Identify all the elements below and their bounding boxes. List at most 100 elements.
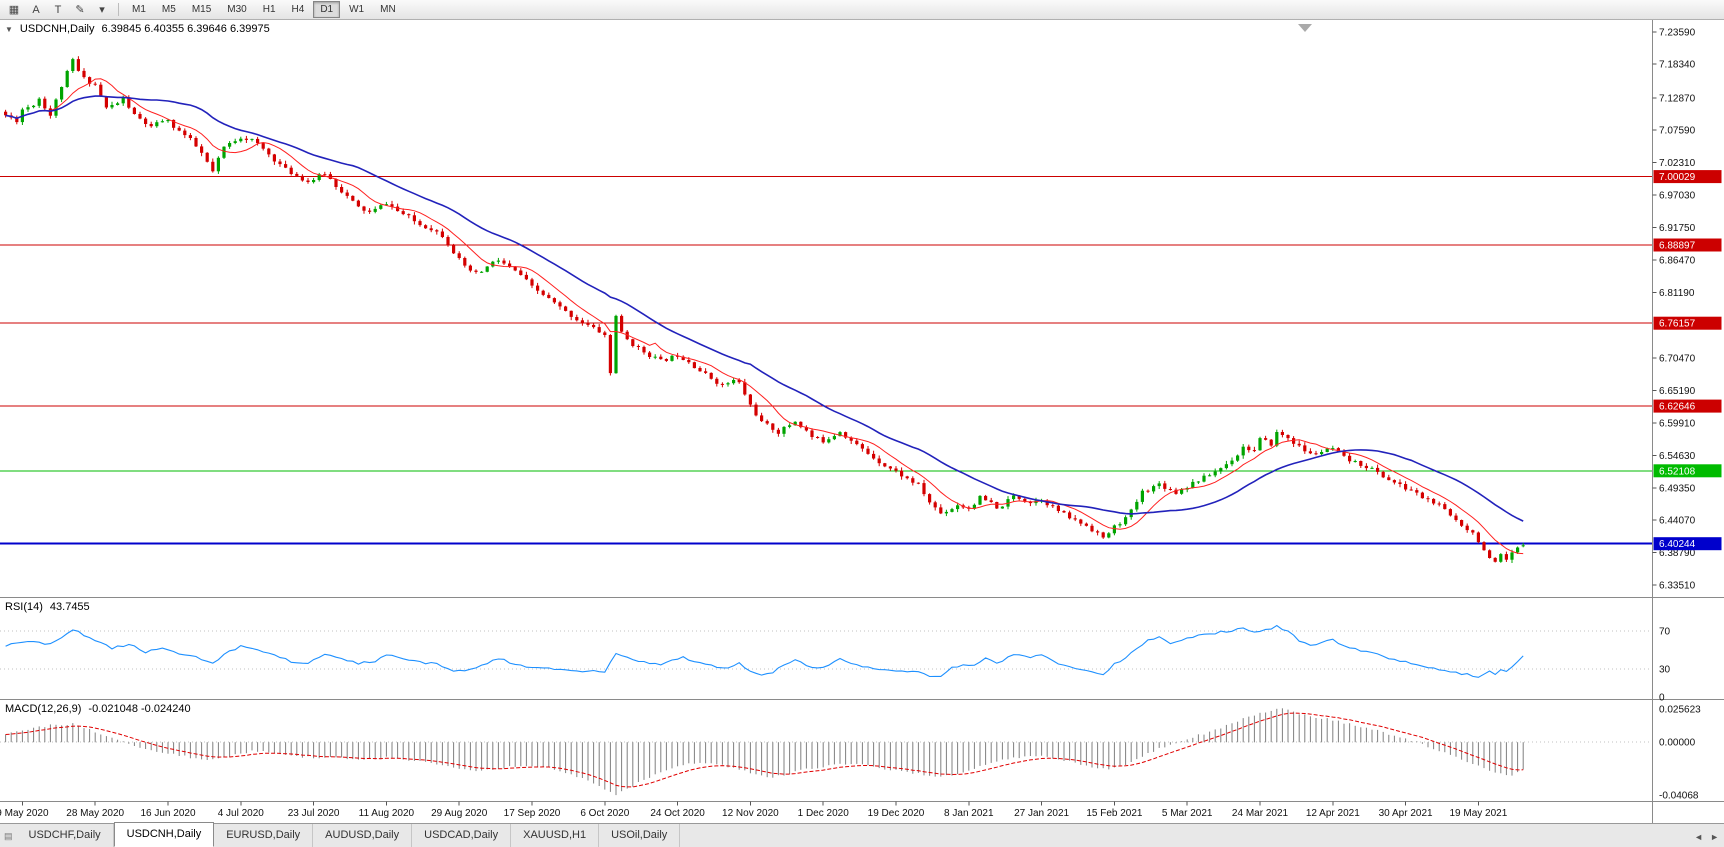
candlesticks <box>4 56 1525 563</box>
panel-dividers[interactable] <box>0 597 1724 802</box>
macd-signal-line <box>5 712 1524 788</box>
chart-windows-icon[interactable]: ▤ <box>4 831 13 841</box>
chart-shift-marker-icon[interactable] <box>1298 24 1312 32</box>
dropdown-arrow-icon[interactable]: ▾ <box>99 4 105 16</box>
price-line-tags: 7.00029 6.88897 6.76157 6.62646 6.52108 6.402… <box>1653 170 1722 551</box>
chart-tabs: USDCHF,Daily USDCNH,Daily EURUSD,Daily AUDU… <box>16 822 681 847</box>
price-tag <box>1653 316 1722 330</box>
date-label: 9 May 2020 <box>0 808 49 819</box>
price-tick-label: 6.81190 <box>1659 288 1695 299</box>
timeframe-h1-button[interactable]: H1 <box>262 4 276 15</box>
tab-scroll-right-icon[interactable]: ► <box>1710 832 1719 842</box>
timeframe-m30-button[interactable]: M30 <box>227 4 247 15</box>
price-tick-label: 6.33510 <box>1659 581 1696 592</box>
tab-scroll-left-icon[interactable]: ◄ <box>1694 832 1704 842</box>
macd-axis[interactable]: 0.025623 0.00000 -0.04068 <box>1659 705 1701 802</box>
date-label: 19 Dec 2020 <box>868 808 925 819</box>
date-label: 11 Aug 2020 <box>359 808 415 819</box>
price-tag <box>1653 537 1722 551</box>
rsi-line <box>5 624 1524 678</box>
date-label: 5 Mar 2021 <box>1162 808 1213 819</box>
price-tag-label: 6.76157 <box>1659 319 1696 330</box>
price-tick-label: 6.65190 <box>1659 386 1696 397</box>
price-tag <box>1653 170 1722 184</box>
macd-histogram <box>5 708 1524 796</box>
date-label: 29 Aug 2020 <box>431 808 488 819</box>
chart-area: 7.23590 7.18340 7.12870 7.07590 7.02310 6.970… <box>0 20 1724 823</box>
timeframe-m1-button[interactable]: M1 <box>132 4 146 15</box>
cursor-icon[interactable]: A <box>32 3 40 16</box>
date-label: 23 Jul 2020 <box>288 808 340 819</box>
timeframe-d1-button[interactable]: D1 <box>313 1 341 18</box>
price-tag-label: 6.88897 <box>1659 241 1696 252</box>
price-tick-label: 6.54630 <box>1659 451 1696 462</box>
price-tick-label: 6.86470 <box>1659 255 1696 266</box>
price-tick-label: 6.38790 <box>1659 548 1696 559</box>
price-tick-label: 6.49350 <box>1659 483 1696 494</box>
price-tick-label: 6.97030 <box>1659 191 1696 202</box>
price-tag-label: 6.40244 <box>1659 539 1696 550</box>
timeframe-h4-button[interactable]: H4 <box>291 4 305 15</box>
macd-level-label: -0.04068 <box>1659 791 1699 802</box>
date-label: 30 Apr 2021 <box>1379 808 1433 819</box>
toolbar-tools: ▦ A T ✎ ▾ <box>3 1 113 19</box>
chart-svg[interactable]: 7.23590 7.18340 7.12870 7.07590 7.02310 6.970… <box>0 20 1724 823</box>
date-label: 17 Sep 2020 <box>504 808 561 819</box>
price-axis[interactable]: 7.23590 7.18340 7.12870 7.07590 7.02310 6.970… <box>1652 28 1696 592</box>
date-label: 16 Jun 2020 <box>140 808 195 819</box>
price-tag-label: 6.62646 <box>1659 402 1696 413</box>
date-label: 12 Apr 2021 <box>1306 808 1360 819</box>
date-label: 8 Jan 2021 <box>944 808 994 819</box>
price-tick-label: 7.07590 <box>1659 126 1696 137</box>
chart-window-icon[interactable]: ▦ <box>8 4 20 16</box>
tab-xauusd-h1[interactable]: XAUUSD,H1 <box>511 824 600 847</box>
price-tick-label: 7.18340 <box>1659 60 1696 71</box>
tab-eurusd-daily[interactable]: EURUSD,Daily <box>214 824 314 847</box>
horizontal-lines[interactable] <box>0 176 1653 545</box>
timeframe-w1-button[interactable]: W1 <box>349 4 365 15</box>
rsi-level-label: 0 <box>1659 693 1665 704</box>
price-tick-label: 6.59910 <box>1659 418 1696 429</box>
price-tag-label: 6.52108 <box>1659 466 1696 477</box>
price-tick-label: 6.91750 <box>1659 223 1696 234</box>
top-toolbar: ▦ A T ✎ ▾ M1 M5 M15 M30 H1 H4 D1 W1 MN <box>0 0 1724 20</box>
tab-usdchf-daily[interactable]: USDCHF,Daily <box>16 824 114 847</box>
toolbar-separator <box>118 3 119 16</box>
ma-slow-line <box>5 95 1524 522</box>
timeframe-bar: M1 M5 M15 M30 H1 H4 D1 W1 MN <box>124 1 404 18</box>
date-label: 19 May 2021 <box>1449 808 1507 819</box>
chart-tab-bar: ▤ USDCHF,Daily USDCNH,Daily EURUSD,Daily AU… <box>0 822 1724 847</box>
tab-usoil-daily[interactable]: USOil,Daily <box>599 824 681 847</box>
price-tick-label: 7.02310 <box>1659 158 1696 169</box>
date-label: 27 Jan 2021 <box>1014 808 1069 819</box>
tab-audusd-daily[interactable]: AUDUSD,Daily <box>313 824 413 847</box>
date-label: 12 Nov 2020 <box>722 808 779 819</box>
date-label: 6 Oct 2020 <box>580 808 629 819</box>
draw-tool-icon[interactable]: ✎ <box>75 4 85 16</box>
macd-level-label: 0.00000 <box>1659 738 1696 749</box>
date-label: 28 May 2020 <box>66 808 124 819</box>
timeframe-m5-button[interactable]: M5 <box>161 4 176 15</box>
timeframe-m15-button[interactable]: M15 <box>191 4 212 15</box>
rsi-axis[interactable]: 70 30 0 <box>1659 627 1671 704</box>
date-label: 24 Mar 2021 <box>1232 808 1289 819</box>
time-axis[interactable]: 9 May 2020 28 May 2020 16 Jun 2020 4 Jul 20… <box>0 801 1508 820</box>
price-tag-label: 7.00029 <box>1659 172 1696 183</box>
tab-usdcnh-daily[interactable]: USDCNH,Daily <box>113 822 215 847</box>
date-label: 4 Jul 2020 <box>218 808 265 819</box>
price-tick-label: 7.12870 <box>1659 93 1696 104</box>
macd-level-label: 0.025623 <box>1659 705 1701 716</box>
rsi-level-label: 30 <box>1659 664 1671 675</box>
tab-usdcad-daily[interactable]: USDCAD,Daily <box>412 824 512 847</box>
price-tag <box>1653 238 1722 252</box>
price-tick-label: 7.23590 <box>1659 28 1696 39</box>
text-tool-icon[interactable]: T <box>54 3 62 16</box>
date-label: 1 Dec 2020 <box>798 808 850 819</box>
price-tick-label: 6.44070 <box>1659 516 1696 527</box>
rsi-levels <box>0 630 1653 670</box>
price-tick-label: 6.70470 <box>1659 354 1696 365</box>
timeframe-mn-button[interactable]: MN <box>380 4 396 15</box>
date-label: 24 Oct 2020 <box>650 808 705 819</box>
tab-scroll-controls: ◄ ► <box>1694 832 1719 842</box>
date-label: 15 Feb 2021 <box>1086 808 1143 819</box>
